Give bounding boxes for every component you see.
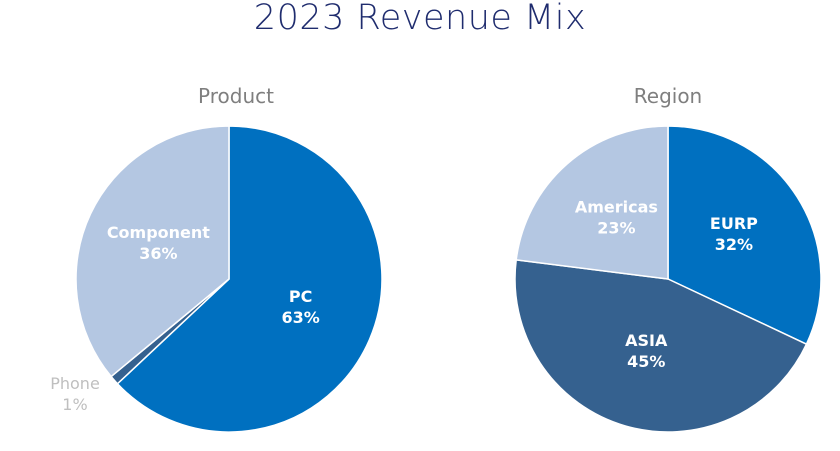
product-pie-title: Product: [198, 84, 274, 108]
pie-slice-eurp: [667, 125, 822, 346]
region-pie-title: Region: [633, 84, 703, 108]
data-label-component: Component 36%: [107, 223, 210, 263]
data-label-americas: Americas 23%: [575, 197, 658, 237]
slice-value: 45%: [627, 352, 665, 371]
slice-name: ASIA: [625, 331, 668, 350]
product-pie: [75, 125, 383, 433]
slice-name: Component: [107, 223, 210, 242]
data-label-pc: PC 63%: [281, 287, 319, 327]
region-pie: [514, 125, 822, 433]
data-label-phone: Phone 1%: [50, 374, 100, 414]
slice-value: 23%: [597, 218, 635, 237]
slice-name: EURP: [710, 214, 758, 233]
slice-value: 63%: [281, 308, 319, 327]
pie-slice-component: [75, 125, 230, 378]
pie-slice-asia: [514, 258, 808, 433]
data-label-eurp: EURP 32%: [710, 214, 758, 254]
pie-slice-americas: [515, 125, 669, 280]
slice-value: 36%: [139, 244, 177, 263]
slice-name: Phone: [50, 374, 100, 393]
slice-name: Americas: [575, 197, 658, 216]
data-label-asia: ASIA 45%: [625, 331, 668, 371]
slice-name: PC: [289, 287, 312, 306]
slice-value: 32%: [715, 235, 753, 254]
slice-value: 1%: [62, 395, 87, 414]
chart-title: 2023 Revenue Mix: [253, 0, 587, 38]
pie-slice-pc: [116, 125, 383, 433]
